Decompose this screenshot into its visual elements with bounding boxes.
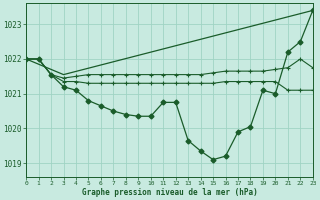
- X-axis label: Graphe pression niveau de la mer (hPa): Graphe pression niveau de la mer (hPa): [82, 188, 257, 197]
